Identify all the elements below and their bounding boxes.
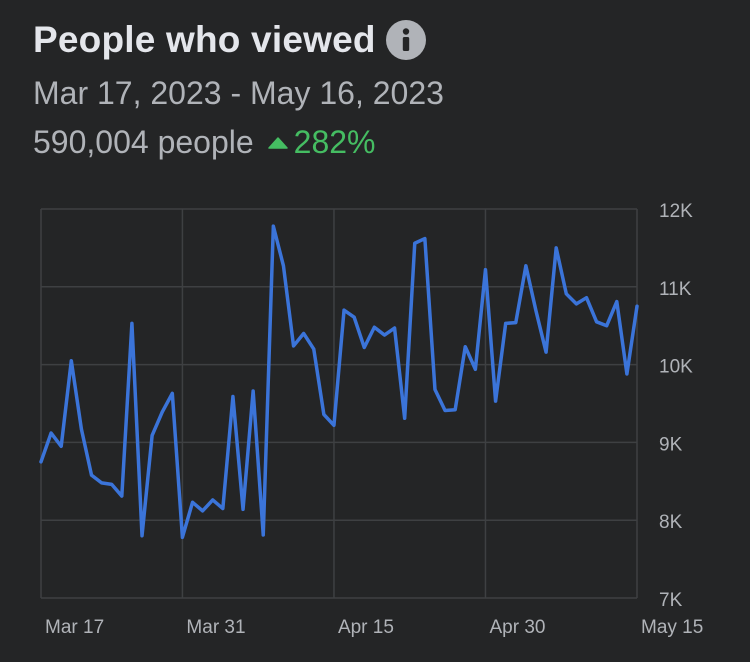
data-point [403,416,407,420]
series-line [39,224,639,540]
data-point [494,399,498,403]
data-point [483,268,487,272]
data-point [292,344,296,348]
data-point [534,309,538,313]
data-point [180,535,184,539]
data-point [170,391,174,395]
data-point [251,389,255,393]
data-point [90,473,94,477]
data-point [615,300,619,304]
data-point [463,345,467,349]
data-point [211,498,215,502]
title-row: People who viewed [33,16,730,64]
data-point [281,264,285,268]
data-point [584,296,588,300]
data-point [372,325,376,329]
data-point [382,333,386,337]
data-point [453,408,457,412]
data-point [554,246,558,250]
data-point [635,304,639,308]
data-point [625,372,629,376]
change-badge: 282% [267,124,376,161]
data-point [79,427,83,431]
data-point [201,509,205,513]
data-point [221,507,225,511]
data-point [231,394,235,398]
people-count: 590,004 people [33,124,254,160]
x-tick-label: Mar 31 [186,617,245,638]
data-point [332,423,336,427]
data-point [393,326,397,330]
data-point [574,302,578,306]
x-tick-label: Apr 15 [338,617,394,638]
data-point [59,444,63,448]
data-point [120,494,124,498]
data-point [312,347,316,351]
date-range: Mar 17, 2023 - May 16, 2023 [33,75,444,111]
data-point [130,321,134,325]
data-point [150,433,154,437]
data-point [271,224,275,228]
y-tick-label: 9K [659,434,683,455]
change-percent: 282% [293,124,376,160]
data-point [302,331,306,335]
data-point [473,367,477,371]
summary-row: 590,004 people 282% [33,124,730,161]
y-tick-label: 11K [659,279,692,300]
data-point [504,321,508,325]
info-icon[interactable] [385,20,426,60]
triangle-up-icon [267,136,288,149]
data-point [595,320,599,324]
x-tick-label: Mar 17 [45,617,104,638]
data-point [160,410,164,414]
y-tick-label: 8K [659,512,683,533]
header: People who viewed Mar 17, 2023 - May 16,… [33,16,730,161]
data-point [605,324,609,328]
x-tick-label: Apr 30 [489,617,545,638]
data-point [362,345,366,349]
data-point [69,359,73,363]
data-point [413,241,417,245]
data-point [524,264,528,268]
data-point [110,482,114,486]
data-point [100,481,104,485]
data-point [342,308,346,312]
data-point [241,507,245,511]
y-tick-label: 7K [659,590,683,611]
data-point [191,500,195,504]
page-title: People who viewed [33,19,376,60]
data-point [39,460,43,464]
data-point [514,321,518,325]
data-point [564,292,568,296]
data-point [322,412,326,416]
y-tick-label: 10K [659,357,693,378]
data-point [352,315,356,319]
data-point [49,431,53,435]
y-tick-label: 12K [659,201,693,222]
data-point [261,533,265,537]
data-point [443,409,447,413]
data-point [433,387,437,391]
data-point [140,534,144,538]
data-point [544,350,548,354]
data-point [423,237,427,241]
x-tick-label: May 15 [641,617,703,638]
